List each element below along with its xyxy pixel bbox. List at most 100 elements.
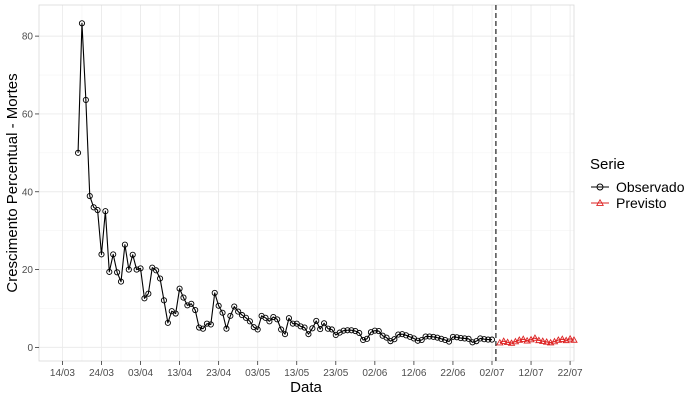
data-point-previsto [535, 336, 543, 344]
data-point-observado [426, 333, 433, 340]
data-point-observado [110, 251, 117, 258]
major-grid [39, 5, 574, 361]
x-tick-label: 02/06 [362, 368, 387, 379]
series-layer [75, 20, 578, 346]
x-tick-label: 22/07 [558, 368, 583, 379]
data-point-observado [442, 336, 449, 344]
data-point-observado [192, 306, 199, 314]
data-point-observado [403, 332, 410, 339]
data-point-observado [125, 266, 132, 273]
x-axis: 14/03 24/03 03/04 13/04 23/04 03/05 13/05 23/05… [50, 361, 583, 379]
data-point-observado [434, 334, 441, 341]
data-point-observado [242, 314, 250, 321]
minor-grid [39, 5, 574, 361]
data-point-observado [141, 295, 148, 302]
data-point-observado [153, 267, 160, 274]
data-point-observado [438, 335, 445, 342]
y-axis: 0 20 40 60 80 [22, 32, 39, 354]
data-point-observado [391, 336, 398, 343]
data-point-observado [75, 149, 82, 156]
y-tick-label: 80 [22, 32, 34, 43]
data-point-observado [278, 326, 285, 333]
data-point-observado [78, 20, 86, 27]
data-point-previsto [566, 334, 574, 342]
data-point-observado [254, 326, 261, 333]
data-point-previsto [542, 338, 551, 345]
data-point-observado [246, 318, 253, 325]
data-point-observado [371, 327, 378, 334]
data-point-observado [430, 333, 437, 340]
x-tick-label: 23/04 [206, 368, 231, 379]
data-point-observado [121, 241, 128, 248]
data-point-observado [363, 335, 371, 342]
data-point-observado [375, 327, 382, 335]
data-point-previsto [531, 334, 539, 341]
data-point-observado [461, 335, 468, 342]
data-point-previsto [519, 335, 528, 342]
data-point-observado [274, 316, 281, 323]
data-point-observado [176, 285, 183, 292]
data-point-observado [297, 323, 304, 330]
data-point-observado [321, 320, 328, 327]
data-point-observado [180, 294, 187, 301]
data-point-observado [196, 324, 203, 331]
data-point-observado [445, 338, 453, 345]
data-point-observado [301, 324, 308, 331]
data-point-observado [281, 331, 289, 338]
data-point-observado [285, 315, 292, 322]
x-axis-title: Data [290, 379, 322, 396]
data-point-observado [160, 297, 168, 304]
data-point-observado [235, 308, 242, 315]
data-point-previsto [570, 336, 578, 343]
data-point-observado [223, 325, 230, 332]
x-tick-label: 14/03 [50, 368, 75, 379]
data-point-observado [418, 336, 425, 344]
legend-label-previsto: Previsto [616, 195, 667, 211]
data-point-observado [106, 268, 113, 275]
data-point-observado [469, 339, 476, 346]
data-point-observado [399, 331, 406, 338]
data-point-observado [348, 327, 355, 334]
data-point-observado [344, 327, 351, 334]
data-point-observado [309, 325, 316, 332]
y-axis-title: Crescimento Percentual - Mortes [4, 73, 21, 292]
x-tick-label: 02/07 [479, 368, 504, 379]
data-point-observado [211, 289, 218, 296]
data-point-observado [481, 336, 488, 343]
data-point-observado [453, 334, 460, 341]
data-point-observado [313, 317, 320, 324]
data-point-observado [98, 251, 105, 258]
data-point-observado [457, 334, 464, 342]
data-point-observado [145, 290, 152, 297]
plot-panel-border [38, 4, 575, 362]
data-point-observado [406, 333, 414, 340]
x-tick-label: 23/05 [323, 368, 348, 379]
x-tick-label: 24/03 [89, 368, 114, 379]
data-point-observado [157, 275, 164, 282]
data-point-observado [485, 336, 492, 343]
legend-label-observado: Observado [616, 179, 685, 195]
data-point-observado [477, 335, 484, 342]
data-point-observado [227, 312, 234, 319]
data-point-observado [367, 329, 374, 336]
y-tick-label: 20 [22, 265, 34, 276]
data-point-observado [231, 303, 238, 310]
data-point-observado [488, 336, 496, 343]
data-point-observado [188, 300, 195, 307]
x-tick-label: 03/04 [128, 368, 153, 379]
data-point-observado [172, 310, 179, 317]
data-point-observado [133, 266, 140, 273]
data-point-observado [328, 326, 335, 333]
legend-key-marker-observado [596, 183, 604, 191]
x-tick-label: 13/05 [284, 368, 309, 379]
x-tick-label: 03/05 [245, 368, 270, 379]
y-tick-label: 0 [27, 343, 33, 354]
data-point-observado [219, 309, 226, 316]
data-point-observado [305, 331, 312, 338]
data-point-observado [117, 278, 125, 285]
data-point-observado [164, 319, 171, 326]
data-point-observado [199, 325, 207, 332]
x-tick-label: 22/06 [440, 368, 465, 379]
